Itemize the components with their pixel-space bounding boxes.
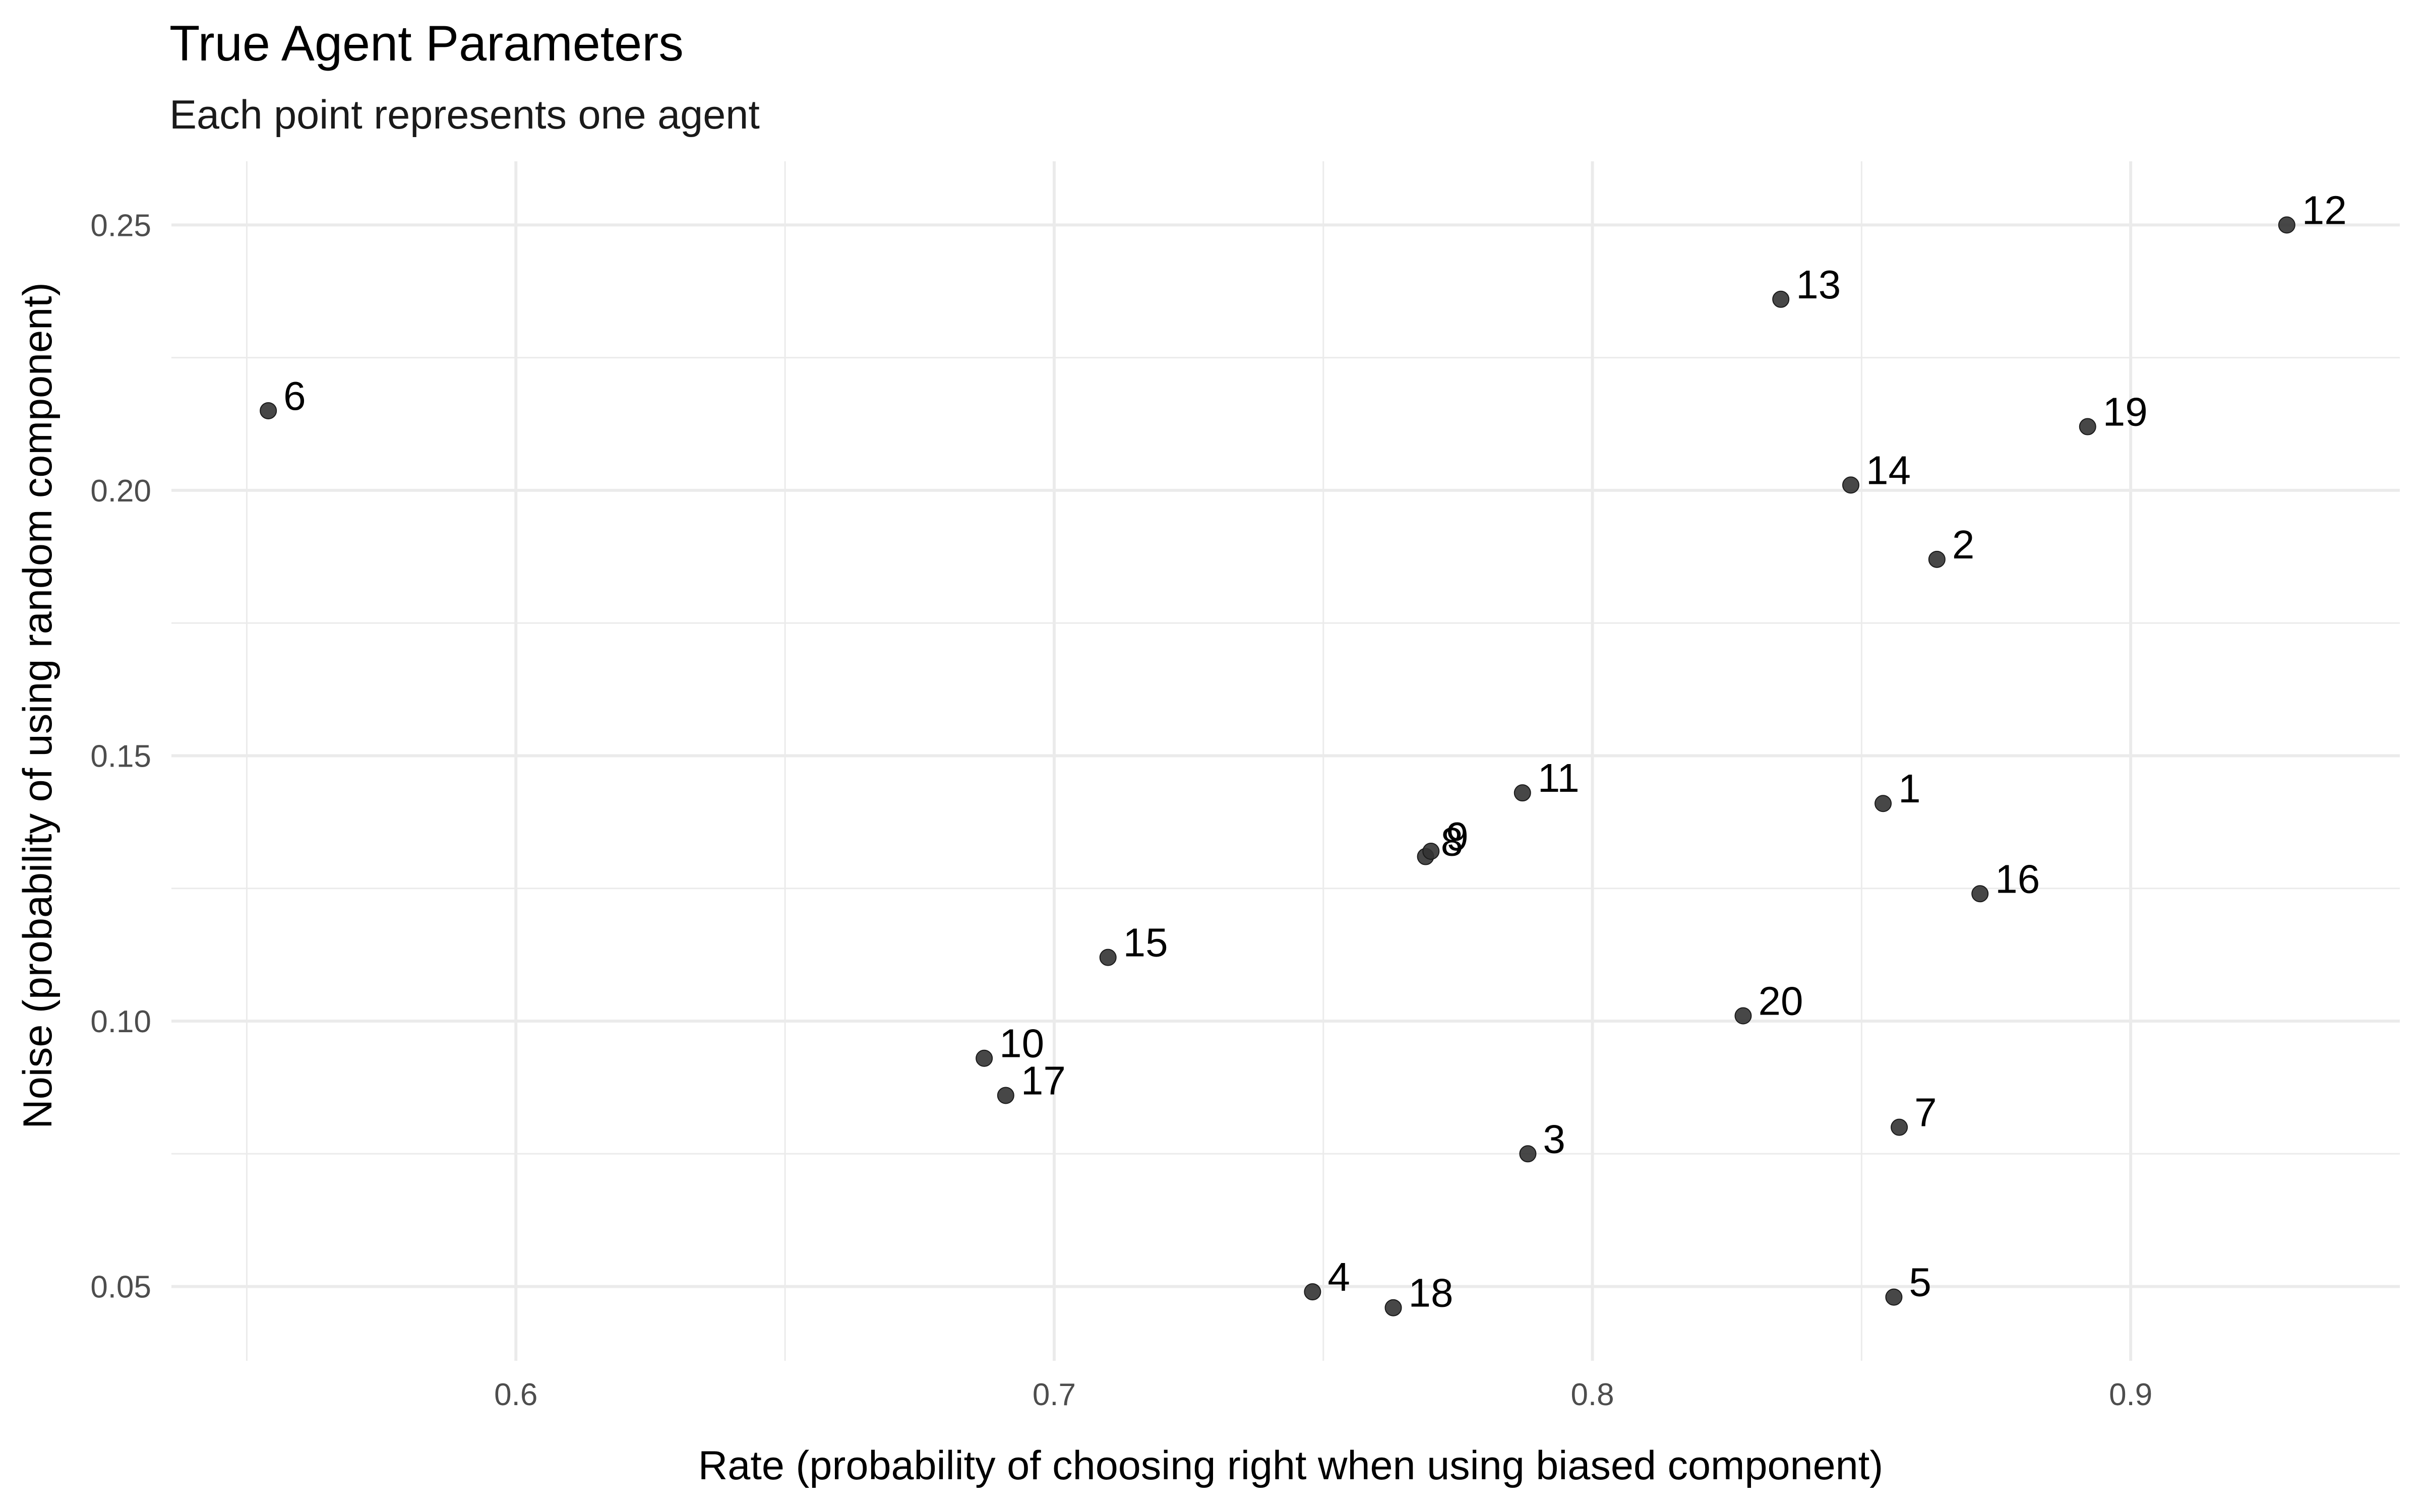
point-label-agent-3: 3 — [1543, 1116, 1565, 1161]
data-point-agent-10 — [976, 1049, 993, 1067]
data-point-agent-5 — [1885, 1288, 1903, 1306]
y-tick-label: 0.25 — [90, 208, 151, 243]
point-label-agent-11: 11 — [1538, 755, 1580, 800]
data-point-agent-12 — [2278, 216, 2295, 234]
data-point-agent-7 — [1891, 1118, 1908, 1136]
point-label-agent-5: 5 — [1909, 1260, 1931, 1305]
point-label-agent-12: 12 — [2302, 187, 2347, 232]
x-tick-label: 0.7 — [1033, 1377, 1076, 1412]
x-axis-title: Rate (probability of choosing right when… — [698, 1443, 1883, 1488]
point-label-agent-17: 17 — [1021, 1058, 1066, 1103]
chart-subtitle: Each point represents one agent — [169, 92, 760, 138]
y-tick-label: 0.10 — [90, 1004, 151, 1039]
y-tick-label: 0.15 — [90, 739, 151, 774]
data-point-agent-2 — [1928, 550, 1946, 568]
x-tick-label: 0.8 — [1570, 1377, 1614, 1412]
y-tick-label: 0.05 — [90, 1270, 151, 1305]
point-label-agent-10: 10 — [999, 1021, 1044, 1066]
data-point-agent-14 — [1842, 476, 1860, 494]
data-points — [260, 216, 2295, 1316]
data-point-agent-13 — [1772, 290, 1790, 308]
data-point-agent-20 — [1734, 1007, 1752, 1025]
y-axis-title: Noise (probability of using random compo… — [15, 282, 60, 1128]
point-label-agent-14: 14 — [1866, 448, 1911, 492]
point-label-agent-1: 1 — [1898, 766, 1921, 811]
x-tick-label: 0.6 — [494, 1377, 537, 1412]
point-label-agent-18: 18 — [1409, 1271, 1454, 1315]
point-label-agent-2: 2 — [1952, 522, 1975, 567]
data-point-agent-11 — [1514, 784, 1531, 802]
point-label-agent-8: 8 — [1441, 820, 1464, 864]
data-point-agent-4 — [1304, 1283, 1321, 1301]
point-label-agent-6: 6 — [283, 373, 306, 418]
data-point-agent-15 — [1099, 949, 1117, 966]
plot-grid — [171, 161, 2400, 1361]
point-label-agent-20: 20 — [1758, 978, 1803, 1023]
point-label-agent-19: 19 — [2103, 390, 2148, 434]
point-label-agent-4: 4 — [1327, 1254, 1350, 1299]
y-tick-label: 0.20 — [90, 474, 151, 509]
data-point-agent-9 — [1422, 843, 1440, 860]
point-label-agent-13: 13 — [1796, 262, 1841, 307]
axis-ticks: 0.6 0.7 0.8 0.9 0.05 0.10 0.15 0.20 0.25 — [90, 208, 2152, 1412]
point-label-agent-7: 7 — [1914, 1090, 1937, 1135]
x-tick-label: 0.9 — [2109, 1377, 2152, 1412]
data-point-agent-6 — [260, 402, 277, 419]
data-point-agent-19 — [2079, 418, 2096, 435]
data-point-agent-16 — [1971, 885, 1989, 903]
data-point-agent-3 — [1519, 1145, 1537, 1163]
data-point-agent-1 — [1874, 795, 1892, 812]
point-label-agent-15: 15 — [1123, 920, 1168, 965]
data-point-agent-17 — [997, 1087, 1014, 1104]
point-label-agent-9: 9 — [1446, 814, 1469, 859]
point-label-agent-16: 16 — [1995, 856, 2040, 901]
chart-title: True Agent Parameters — [169, 15, 684, 71]
data-point-agent-18 — [1384, 1299, 1402, 1316]
